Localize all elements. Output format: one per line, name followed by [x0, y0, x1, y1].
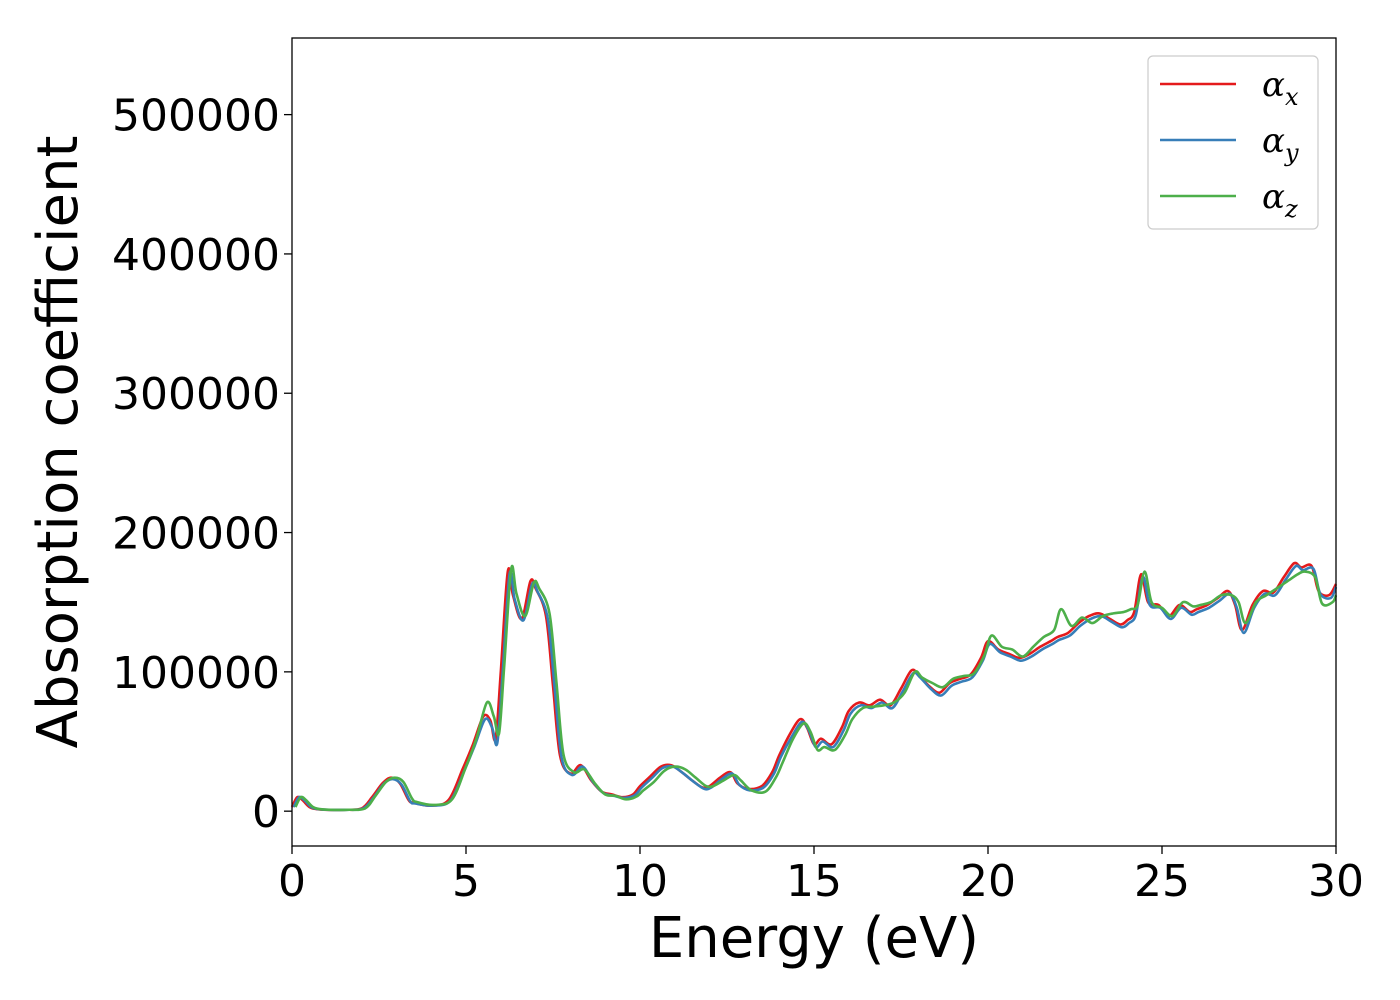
- y-axis-title: Absorption coefficient: [26, 136, 91, 749]
- legend-label-z: αz: [1262, 177, 1298, 223]
- legend-box: [1147, 55, 1319, 230]
- x-tick-label: 0: [278, 856, 306, 907]
- legend: αx αy αz: [1147, 55, 1319, 230]
- y-tick-label: 400000: [112, 230, 280, 281]
- y-tick-label: 500000: [112, 91, 280, 142]
- legend-label-y: αy: [1262, 121, 1299, 167]
- x-axis-title: Energy (eV): [649, 906, 979, 971]
- x-tick-label: 30: [1308, 856, 1364, 907]
- y-tick-label: 300000: [112, 369, 280, 420]
- x-tick-label: 25: [1134, 856, 1190, 907]
- y-axis: 0 100000 200000 300000 400000 500000: [112, 91, 292, 838]
- x-tick-label: 10: [612, 856, 668, 907]
- legend-label-x: αx: [1262, 65, 1299, 111]
- x-tick-label: 15: [786, 856, 842, 907]
- y-tick-label: 100000: [112, 648, 280, 699]
- series-line-z: [294, 564, 1338, 812]
- x-tick-label: 5: [452, 856, 480, 907]
- x-tick-label: 20: [960, 856, 1016, 907]
- x-axis: 0 5 10 15 20 25 30: [278, 846, 1364, 907]
- series-layer: [290, 561, 1338, 812]
- y-tick-label: 200000: [112, 509, 280, 560]
- y-tick-label: 0: [252, 787, 280, 838]
